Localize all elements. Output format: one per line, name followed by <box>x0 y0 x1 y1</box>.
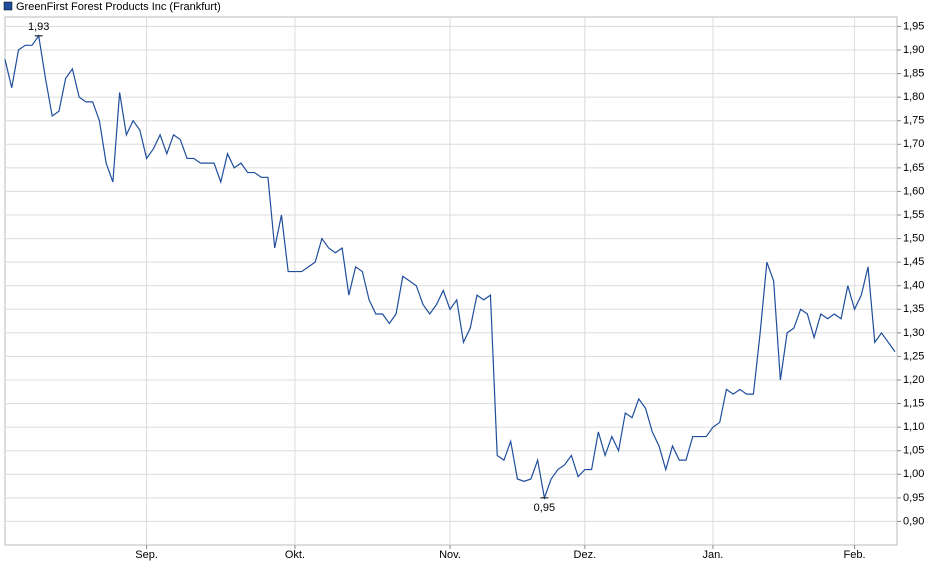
x-tick-label: Nov. <box>439 549 461 561</box>
y-tick-label: 1,65 <box>903 162 924 174</box>
y-tick-label: 1,95 <box>903 20 924 32</box>
y-tick-label: 1,45 <box>903 256 924 268</box>
y-tick-label: 1,40 <box>903 280 924 292</box>
extreme-label: 1,93 <box>28 21 49 33</box>
y-tick-label: 1,60 <box>903 185 924 197</box>
y-tick-label: 0,90 <box>903 515 924 527</box>
y-tick-label: 1,15 <box>903 397 924 409</box>
y-tick-label: 1,25 <box>903 350 924 362</box>
y-tick-label: 1,70 <box>903 138 924 150</box>
x-tick-label: Sep. <box>135 549 158 561</box>
y-tick-label: 1,75 <box>903 115 924 127</box>
y-tick-label: 1,00 <box>903 468 924 480</box>
legend-label: GreenFirst Forest Products Inc (Frankfur… <box>16 1 221 13</box>
x-tick-label: Dez. <box>574 549 597 561</box>
y-tick-label: 1,10 <box>903 421 924 433</box>
y-tick-label: 1,20 <box>903 374 924 386</box>
y-tick-label: 1,35 <box>903 303 924 315</box>
y-tick-label: 1,90 <box>903 44 924 56</box>
price-line <box>4 34 896 501</box>
extreme-label: 0,95 <box>534 502 555 514</box>
x-tick-label: Okt. <box>285 549 305 561</box>
y-tick-label: 1,85 <box>903 67 924 79</box>
x-tick-label: Jan. <box>703 549 724 561</box>
y-tick-label: 1,50 <box>903 232 924 244</box>
y-tick-label: 1,30 <box>903 327 924 339</box>
y-tick-label: 1,05 <box>903 445 924 457</box>
x-tick-label: Feb. <box>844 549 866 561</box>
legend-swatch <box>3 1 13 11</box>
plot-area <box>4 16 898 546</box>
y-tick-label: 1,80 <box>903 91 924 103</box>
y-tick-label: 1,55 <box>903 209 924 221</box>
y-tick-label: 0,95 <box>903 492 924 504</box>
